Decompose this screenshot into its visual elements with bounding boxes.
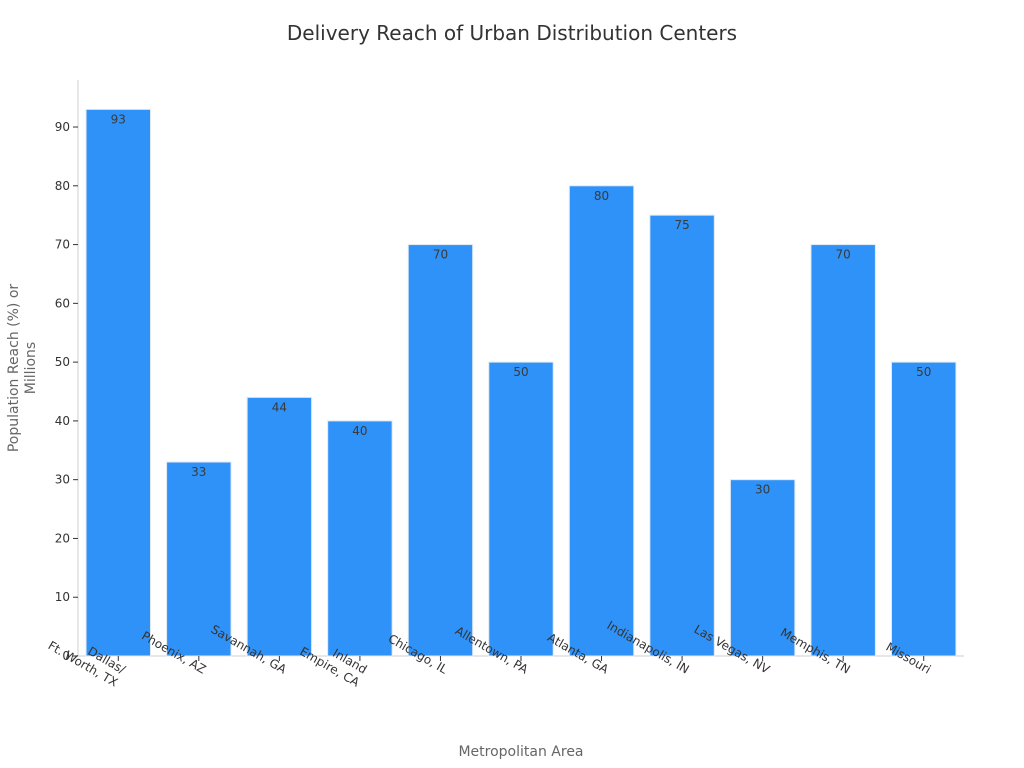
y-tick-label: 70: [55, 238, 70, 252]
bar[interactable]: [568, 185, 635, 657]
y-tick-label: 0: [62, 649, 70, 663]
bar-value-label: 75: [674, 218, 689, 232]
y-tick-label: 40: [55, 414, 70, 428]
bars-group: [85, 108, 957, 657]
bar-value-label: 40: [352, 424, 367, 438]
bar[interactable]: [810, 244, 876, 657]
bar-value-label: 93: [111, 112, 126, 126]
bar-value-label: 50: [916, 365, 931, 379]
y-tick-label: 50: [55, 355, 70, 369]
bar[interactable]: [729, 479, 796, 657]
y-tick-label: 90: [55, 120, 70, 134]
bar-value-label: 70: [836, 248, 851, 262]
bar-value-label: 44: [272, 400, 287, 414]
bar-value-label: 70: [433, 248, 448, 262]
y-tick-label: 30: [55, 473, 70, 487]
bar[interactable]: [246, 396, 313, 657]
y-axis-title-text: Population Reach (%) orMillions: [6, 284, 39, 453]
bar-value-label: 30: [755, 483, 770, 497]
x-axis-title: Metropolitan Area: [458, 744, 583, 760]
bar[interactable]: [407, 244, 474, 657]
y-tick-label: 10: [55, 590, 70, 604]
y-tick-label: 20: [55, 531, 70, 545]
bar-value-label: 80: [594, 189, 609, 203]
bar[interactable]: [327, 420, 393, 657]
bar[interactable]: [488, 361, 554, 657]
y-tick-label: 60: [55, 296, 70, 310]
y-axis-title-line: Population Reach (%) or: [6, 284, 22, 453]
y-tick-label: 80: [55, 179, 70, 193]
chart-title: Delivery Reach of Urban Distribution Cen…: [287, 21, 737, 45]
bar[interactable]: [85, 108, 151, 657]
y-axis-ticks: 0 10 20 30 40 50 60 70 80 90: [55, 120, 78, 663]
bar[interactable]: [649, 214, 715, 657]
bar-value-label: 33: [191, 465, 206, 479]
bar[interactable]: [166, 461, 232, 657]
y-axis-title-line: Millions: [23, 342, 39, 394]
bar-value-label: 50: [513, 365, 528, 379]
y-axis-title: Population Reach (%) orMillions: [6, 284, 39, 453]
data-labels-group: 93 33 44 40 70 50 80 75 30 70 50: [111, 112, 932, 496]
bar[interactable]: [891, 361, 957, 657]
